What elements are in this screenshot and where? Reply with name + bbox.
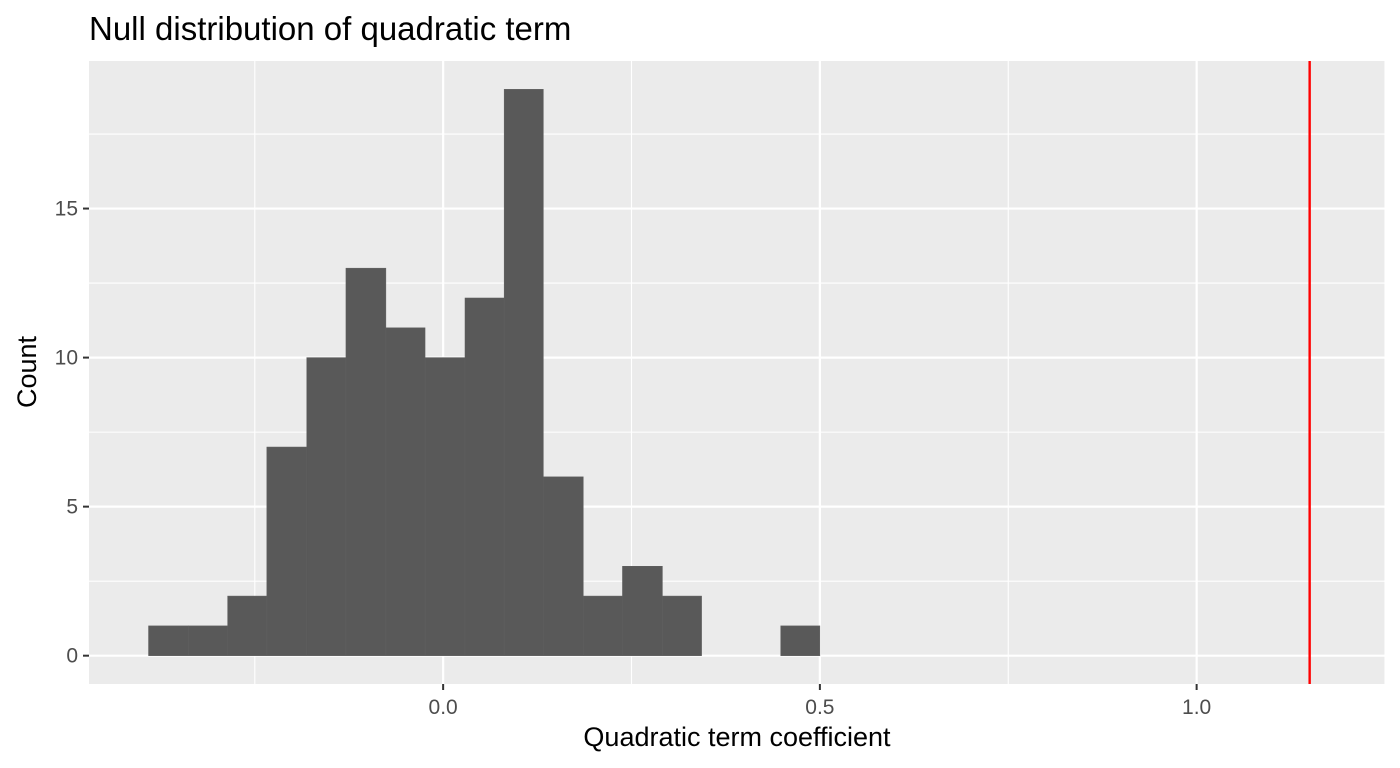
histogram-bar: [345, 267, 387, 656]
histogram-bar: [622, 566, 663, 656]
y-tick-label: 10: [55, 347, 78, 370]
histogram-bar: [188, 625, 228, 656]
y-tick-label: 0: [66, 645, 78, 668]
histogram-bar: [266, 446, 308, 656]
histogram-bar: [424, 357, 466, 656]
histogram-bar: [780, 625, 821, 656]
major-gridlines: [89, 61, 1385, 684]
histogram-bar: [583, 595, 623, 656]
histogram-bar: [306, 357, 347, 656]
histogram-bar: [662, 595, 702, 656]
histogram-bar: [543, 476, 584, 656]
y-axis: 0 5 10 15: [55, 198, 89, 668]
chart-title: Null distribution of quadratic term: [89, 10, 571, 47]
y-tick-label: 5: [66, 496, 78, 519]
histogram-bar: [503, 89, 544, 656]
x-tick-label: 0.0: [429, 696, 458, 719]
histogram-bar: [464, 297, 505, 656]
y-tick-label: 15: [55, 198, 78, 221]
y-axis-title: Count: [12, 335, 42, 408]
histogram-bar: [385, 327, 426, 656]
histogram-bar: [227, 595, 268, 656]
histogram-bar: [148, 625, 189, 656]
minor-gridlines: [89, 61, 1386, 684]
x-axis: 0.0 0.5 1.0: [429, 684, 1211, 719]
x-axis-title: Quadratic term coefficient: [583, 722, 891, 752]
histogram-bars: [148, 89, 821, 656]
x-tick-label: 0.5: [805, 696, 834, 719]
x-tick-label: 1.0: [1182, 696, 1211, 719]
